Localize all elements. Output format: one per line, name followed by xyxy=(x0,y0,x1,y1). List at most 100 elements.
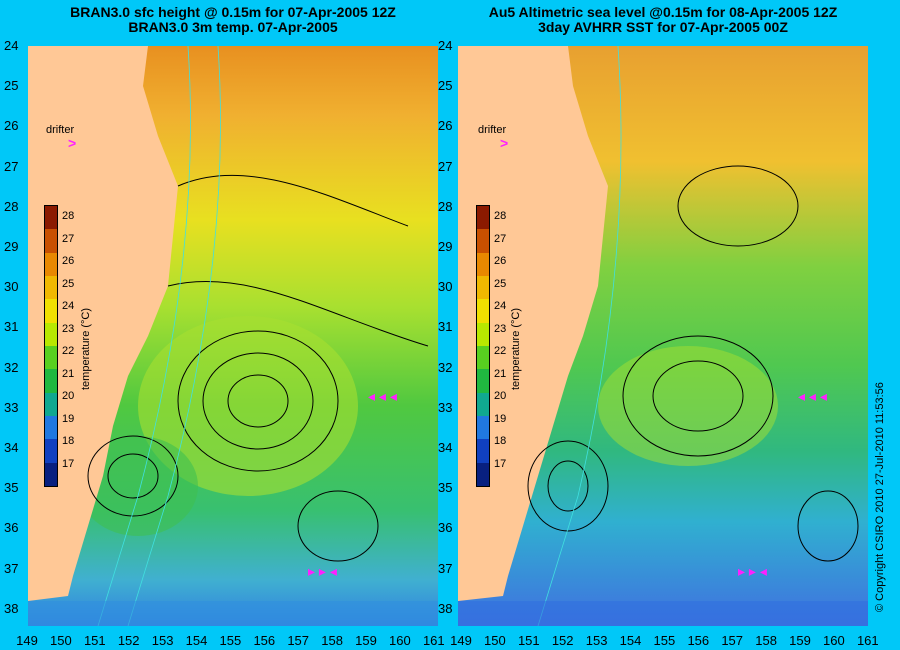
longitude-tick: 155 xyxy=(219,633,242,648)
colorbar-tick-label: 21 xyxy=(494,367,507,380)
drifter-track-3: ◂ ◂ ◂ xyxy=(798,388,827,404)
longitude-tick: 158 xyxy=(755,633,777,648)
latitude-tick: 34 xyxy=(4,440,19,455)
colorbar-swatch xyxy=(477,392,489,416)
right-map-svg: ◂ ◂ ◂ ▸ ▸ ◂ xyxy=(458,46,868,626)
latitude-tick: 32 xyxy=(438,359,453,375)
copyright-text: © Copyright CSIRO 2010 27-Jul-2010 11:53… xyxy=(874,382,886,612)
drifter-track-2: ▸ ▸ ◂ xyxy=(308,563,337,579)
longitude-tick: 156 xyxy=(253,633,276,648)
latitude-tick: 28 xyxy=(438,198,453,214)
colorbar-tick-label: 20 xyxy=(62,390,75,402)
latitude-tick: 26 xyxy=(438,118,453,134)
colorbar-swatch xyxy=(477,206,489,230)
colorbar-tick-label: 17 xyxy=(494,457,507,470)
colorbar-tick-label: 19 xyxy=(62,412,75,425)
colorbar-swatch xyxy=(45,252,57,276)
australia-coast-right xyxy=(458,46,608,601)
warm-core-eddy xyxy=(598,346,778,466)
colorbar-swatch xyxy=(45,392,57,416)
latitude-tick: 25 xyxy=(4,78,19,94)
colorbar-swatch xyxy=(477,252,489,276)
longitude-tick: 159 xyxy=(355,633,377,648)
right-map-panel: ◂ ◂ ◂ ▸ ▸ ◂ xyxy=(458,46,868,626)
latitude-tick: 33 xyxy=(438,399,453,415)
drifter-marker-right: > xyxy=(500,135,509,151)
sea-level-contours xyxy=(87,174,429,562)
longitude-tick: 154 xyxy=(185,633,208,648)
latitude-tick: 35 xyxy=(438,480,453,496)
latitude-tick: 36 xyxy=(438,520,453,536)
latitude-tick: 24 xyxy=(438,38,453,53)
colorbar-swatch xyxy=(45,439,57,463)
left-title-line2: BRAN3.0 3m temp. 07-Apr-2005 xyxy=(128,19,338,35)
latitude-tick: 29 xyxy=(438,239,453,254)
left-map-panel: ◂ ◂ ◂ ▸ ▸ ◂ xyxy=(28,46,438,626)
longitude-tick: 153 xyxy=(585,633,608,648)
colorbar-swatch xyxy=(45,322,57,346)
latitude-tick: 33 xyxy=(4,399,19,415)
colorbar-swatch xyxy=(45,299,57,323)
colorbar-swatch xyxy=(477,439,489,463)
colorbar-tick-label: 23 xyxy=(62,322,75,335)
right-title-line2: 3day AVHRR SST for 07-Apr-2005 00Z xyxy=(538,19,788,35)
longitude-tick: 161 xyxy=(422,633,445,648)
colorbar-tick-label: 22 xyxy=(62,345,75,357)
latitude-tick: 29 xyxy=(4,239,19,254)
latitude-tick: 37 xyxy=(438,560,453,576)
colorbar-tick-label: 17 xyxy=(62,457,75,470)
latitude-tick: 37 xyxy=(4,560,19,576)
colorbar-tick-label: 25 xyxy=(494,277,507,290)
colorbar-tick-label: 27 xyxy=(62,232,75,245)
colorbar-swatch xyxy=(477,275,489,300)
bathymetry-contours-right xyxy=(537,46,622,626)
bathymetry-contours xyxy=(97,46,221,626)
colorbar-tick-label: 22 xyxy=(494,345,507,357)
colorbar-swatch xyxy=(477,345,489,370)
colorbar-swatch xyxy=(477,299,489,323)
latitude-tick: 26 xyxy=(4,118,19,134)
colorbar-swatch xyxy=(45,206,57,230)
drifter-track-4: ▸ ▸ ◂ xyxy=(738,563,767,579)
latitude-tick: 38 xyxy=(4,600,19,616)
colorbar-tick-label: 25 xyxy=(62,277,75,290)
colorbar-swatch xyxy=(45,415,57,440)
longitude-tick: 152 xyxy=(117,633,140,648)
left-map-svg: ◂ ◂ ◂ ▸ ▸ ◂ xyxy=(28,46,438,626)
latitude-tick: 31 xyxy=(438,319,453,335)
colorbar-tick-label: 26 xyxy=(494,255,507,267)
longitude-tick: 156 xyxy=(687,633,710,648)
colorbar-tick-label: 23 xyxy=(494,322,507,335)
latitude-tick: 24 xyxy=(4,38,19,53)
drifter-label-left: drifter xyxy=(46,124,75,136)
colorbar-swatch xyxy=(45,345,57,370)
latitude-tick: 31 xyxy=(4,319,19,335)
warm-eddy xyxy=(138,316,358,496)
latitude-tick: 30 xyxy=(4,279,19,295)
longitude-tick: 154 xyxy=(619,633,642,648)
longitude-tick: 152 xyxy=(551,633,574,648)
colorbar-swatch xyxy=(477,415,489,440)
longitude-tick: 149 xyxy=(450,633,472,648)
longitude-tick: 157 xyxy=(721,633,744,648)
longitude-tick: 150 xyxy=(50,633,72,648)
colorbar-swatch xyxy=(477,462,489,486)
colorbar-tick-label: 18 xyxy=(62,435,75,447)
colorbar-swatch xyxy=(45,462,57,486)
colorbar-tick-label: 24 xyxy=(62,300,75,312)
colorbar-tick-label: 28 xyxy=(494,210,507,222)
colorbar-tick-label: 27 xyxy=(494,232,507,245)
colorbar-right xyxy=(476,205,490,487)
colorbar-title-right: temperature (°C) xyxy=(510,307,522,390)
colorbar-tick-label: 21 xyxy=(62,367,75,380)
latitude-tick: 30 xyxy=(438,279,453,295)
latitude-tick: 28 xyxy=(4,198,19,214)
longitude-tick: 155 xyxy=(653,633,676,648)
southern-cold-water xyxy=(28,601,438,626)
southern-cold-water-right xyxy=(458,601,868,626)
drifter-label-right: drifter xyxy=(478,124,507,136)
longitude-tick: 157 xyxy=(287,633,310,648)
longitude-tick: 150 xyxy=(484,633,506,648)
drifter-marker-left: > xyxy=(68,135,77,151)
latitude-tick: 27 xyxy=(438,158,453,174)
